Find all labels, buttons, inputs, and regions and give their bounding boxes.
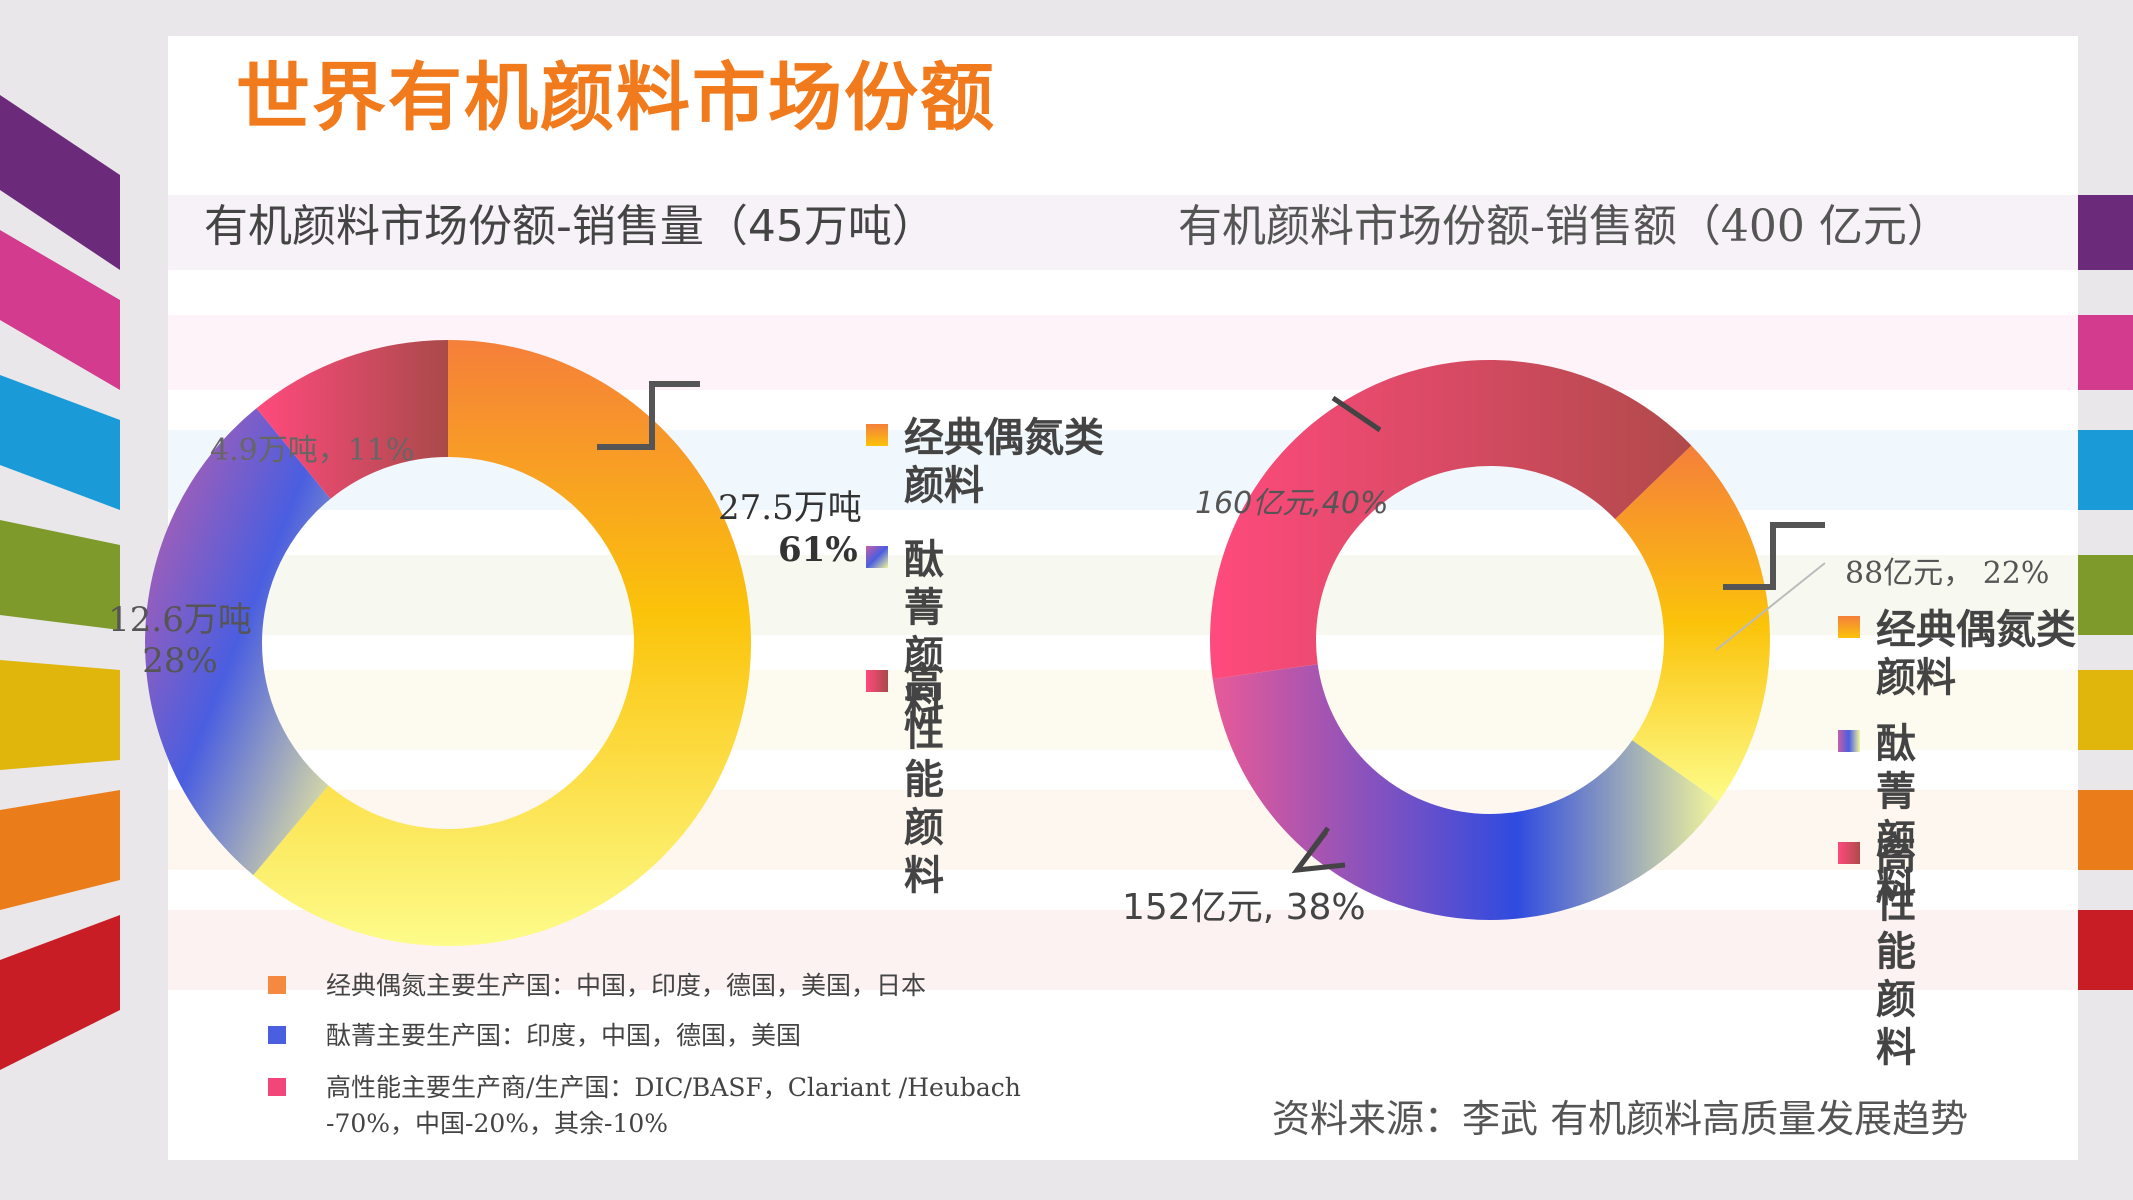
donut-revenue: [1210, 359, 1770, 920]
donut-volume: [145, 340, 752, 947]
callout-line: [1723, 522, 1825, 590]
chart-title-volume: 有机颜料市场份额-销售量（45万吨）: [204, 201, 936, 252]
note-swatch: [268, 976, 286, 994]
legend-swatch: [1838, 616, 1860, 638]
data-label: 4.9万吨，11%: [210, 433, 415, 468]
data-label: 12.6万吨 28%: [108, 600, 252, 681]
donut-slice-1: [253, 340, 752, 947]
page-title: 世界有机颜料市场份额: [236, 55, 996, 141]
note-phthalocyanine: 酞菁主要生产国：印度，中国，德国，美国: [268, 1018, 801, 1054]
legend-item: 酞菁颜料: [866, 536, 944, 728]
donut-slice-2: [145, 408, 331, 876]
legend-swatch: [866, 546, 888, 568]
legend-item: 酞菁颜料: [1838, 720, 1916, 912]
legend-swatch: [866, 424, 888, 446]
data-label: 27.5万吨: [718, 488, 862, 528]
legend-item: 经典偶氮类颜料: [1838, 606, 2078, 702]
callout-line: [1715, 562, 1826, 651]
donut-slice-2: [1212, 664, 1719, 920]
data-label: 152亿元, 38%: [1122, 887, 1366, 928]
donut-slice-3: [1210, 359, 1692, 679]
legend-item: 高性能颜料: [866, 660, 944, 900]
legend-item: 经典偶氮类颜料: [866, 414, 1126, 510]
faint-band: [168, 195, 2078, 270]
data-label: 61%: [778, 530, 858, 570]
note-classic-azo: 经典偶氮主要生产国：中国，印度，德国，美国，日本: [268, 968, 926, 1004]
decorative-ribbons-left: [0, 95, 120, 1070]
chart-title-revenue: 有机颜料市场份额-销售额（400 亿元）: [1178, 201, 1951, 252]
arrow-icon: [1295, 830, 1328, 872]
legend-swatch: [1838, 842, 1860, 864]
note-swatch: [268, 1026, 286, 1044]
data-label: 88亿元， 22%: [1845, 556, 2050, 591]
legend-swatch: [866, 670, 888, 692]
legend-item: 高性能颜料: [1838, 832, 1916, 1072]
donut-slice-3: [256, 340, 448, 499]
note-high-performance: 高性能主要生产商/生产国：DIC/BASF，Clariant /Heubach …: [268, 1070, 1106, 1142]
data-label: 160亿元,40%: [1195, 486, 1389, 521]
callout-line: [1331, 395, 1382, 433]
decorative-ribbons-right: [2078, 195, 2133, 990]
donut-slice-1: [1615, 445, 1770, 802]
legend-swatch: [1838, 730, 1860, 752]
note-swatch: [268, 1078, 286, 1096]
callout-line: [597, 381, 700, 450]
source-citation: 资料来源：李武 有机颜料高质量发展趋势: [1272, 1097, 1969, 1141]
